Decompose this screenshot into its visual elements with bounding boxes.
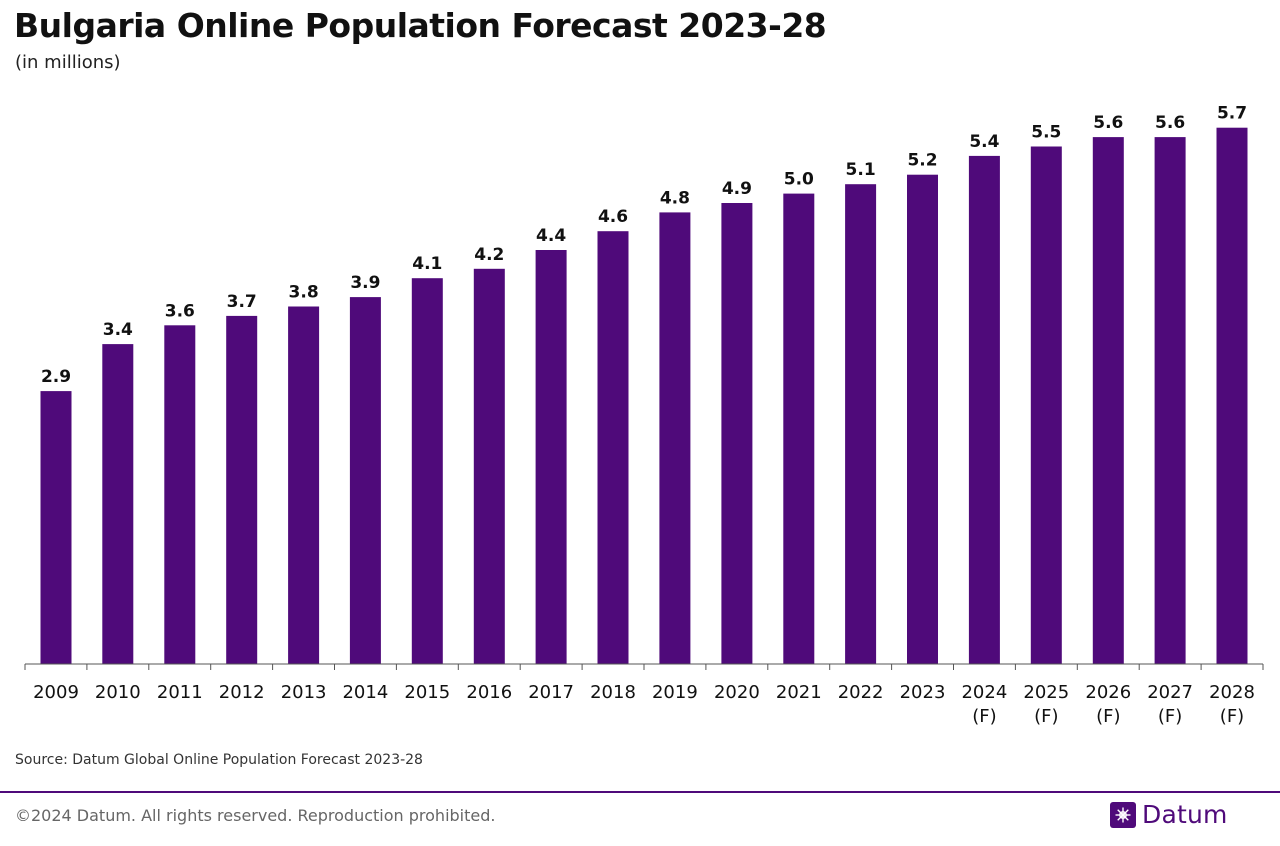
x-tick-label: 2009 — [33, 682, 79, 703]
chart-subtitle: (in millions) — [15, 52, 121, 73]
x-tick-label: (F) — [1158, 706, 1182, 727]
bar — [968, 155, 1000, 664]
x-tick-label: 2011 — [157, 682, 203, 703]
x-tick-label: 2026 — [1085, 682, 1131, 703]
bar — [411, 278, 443, 664]
datum-logo-icon — [1110, 801, 1136, 828]
chart-title: Bulgaria Online Population Forecast 2023… — [14, 6, 827, 45]
data-label: 3.9 — [350, 273, 380, 293]
bar — [102, 344, 134, 664]
data-label: 3.6 — [165, 301, 195, 321]
x-tick-label: (F) — [1220, 706, 1244, 727]
x-tick-label: 2010 — [95, 682, 141, 703]
x-tick-label: 2012 — [219, 682, 265, 703]
bar-chart: 2009 2010 2011 2012 2013 2014 2015 2016 2017 2018… — [24, 104, 1264, 727]
x-tick-label: 2014 — [342, 682, 388, 703]
bar — [1030, 146, 1062, 664]
bar — [535, 250, 567, 664]
data-label: 3.8 — [289, 283, 319, 303]
data-label: 5.5 — [1031, 123, 1061, 143]
x-tick-label: 2027 — [1147, 682, 1193, 703]
data-label: 4.6 — [598, 207, 628, 227]
x-axis: 2009 2010 2011 2012 2013 2014 2015 2016 2017 2018… — [24, 663, 1264, 727]
data-labels: 2.9 3.4 3.6 3.7 3.8 3.9 4.1 4.2 4.4 4.6 4.8 4.9 5.0 5… — [41, 104, 1247, 387]
x-tick-label: 2016 — [466, 682, 512, 703]
bar — [783, 193, 815, 664]
datum-logo: Datum — [1110, 800, 1228, 829]
data-label: 5.6 — [1093, 113, 1123, 133]
x-tick-label: 2025 — [1023, 682, 1069, 703]
x-tick-label: 2022 — [838, 682, 884, 703]
copyright-text: ©2024 Datum. All rights reserved. Reprod… — [15, 806, 496, 825]
data-label: 5.6 — [1155, 113, 1185, 133]
data-label: 5.4 — [969, 132, 999, 152]
data-label: 5.1 — [846, 160, 876, 180]
data-label: 4.9 — [722, 179, 752, 199]
bar — [40, 391, 72, 664]
data-label: 4.1 — [412, 254, 442, 274]
data-label: 3.7 — [227, 292, 257, 312]
bar — [288, 306, 320, 664]
bar — [1092, 137, 1124, 665]
data-label: 5.0 — [784, 170, 814, 190]
bar — [907, 174, 938, 664]
bar — [597, 231, 629, 664]
data-label: 3.4 — [103, 320, 133, 340]
x-tick-label: 2019 — [652, 682, 698, 703]
x-tick-label: (F) — [1096, 706, 1120, 727]
data-label: 4.8 — [660, 188, 690, 208]
bar — [164, 325, 196, 664]
data-label: 4.4 — [536, 226, 566, 246]
x-tick-label: 2017 — [528, 682, 574, 703]
bar — [721, 203, 753, 664]
bar — [659, 212, 691, 664]
source-note: Source: Datum Global Online Population F… — [15, 752, 423, 768]
x-tick-label: 2024 — [961, 682, 1007, 703]
x-tick-label: (F) — [972, 706, 996, 727]
x-tick-label: 2021 — [776, 682, 822, 703]
data-label: 5.2 — [907, 151, 937, 171]
bar — [1216, 127, 1248, 664]
bar — [226, 315, 258, 664]
bars-layer — [40, 127, 1248, 665]
x-tick-label: 2018 — [590, 682, 636, 703]
x-tick-label: 2023 — [900, 682, 946, 703]
bar — [349, 297, 381, 664]
x-tick-label: 2028 — [1209, 682, 1255, 703]
bar — [845, 184, 877, 664]
data-label: 5.7 — [1217, 104, 1247, 124]
x-tick-label: (F) — [1034, 706, 1058, 727]
x-tick-label: 2020 — [714, 682, 760, 703]
data-label: 4.2 — [474, 245, 504, 265]
datum-logo-text: Datum — [1142, 800, 1228, 829]
data-label: 2.9 — [41, 367, 71, 387]
footer-divider — [0, 791, 1280, 793]
x-tick-label: 2013 — [281, 682, 327, 703]
x-tick-label: 2015 — [404, 682, 450, 703]
bar — [473, 268, 505, 664]
bar — [1154, 137, 1186, 665]
